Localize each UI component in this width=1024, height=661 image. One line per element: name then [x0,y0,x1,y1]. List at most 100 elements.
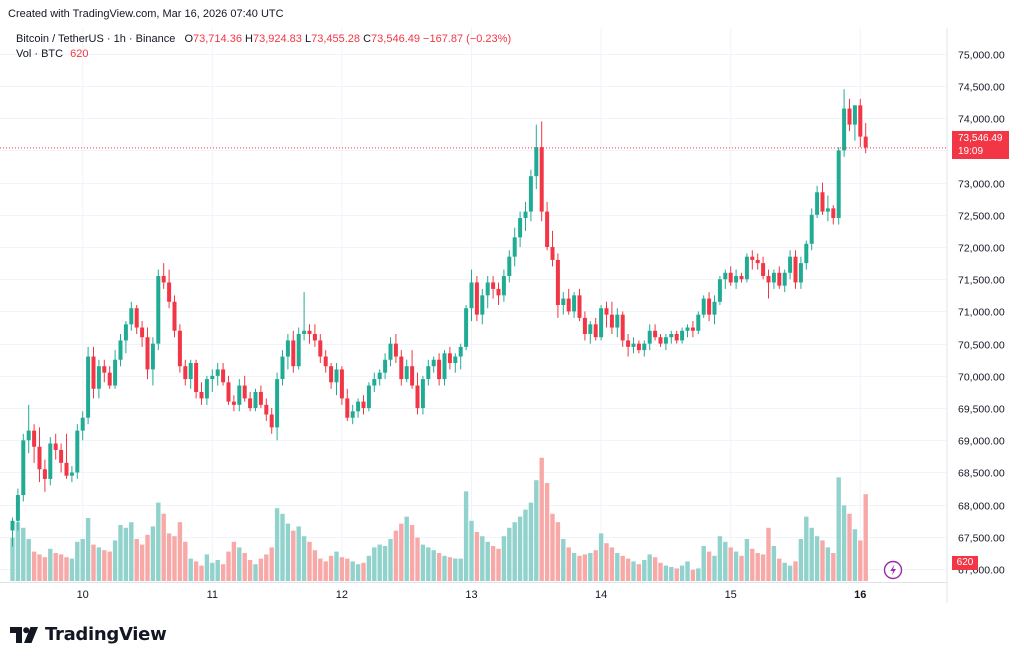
candle-body [129,308,134,325]
change-value: −167.87 (−0.23%) [423,33,512,45]
volume-bar [388,539,393,581]
candle-body [766,276,771,283]
candle-body [809,214,814,244]
candle-body [642,343,647,351]
candle-body [113,359,118,386]
candle-body [717,279,722,302]
price-tick-label: 75,000.00 [958,50,1005,62]
candle-body [485,282,490,296]
candle-body [474,282,479,315]
volume-bar [777,558,782,581]
volume-bar [609,547,615,581]
candle-body [53,443,58,450]
candle-body [528,176,533,212]
volume-bar [177,522,183,581]
volume-bar [199,565,204,581]
volume-bar [318,558,323,581]
volume-bar [771,546,777,581]
volume-bar [588,553,593,581]
volume-bar [42,557,48,581]
candle-body [307,330,312,334]
volume-bar [291,530,296,581]
candle-body [636,343,641,351]
volume-bar [690,569,696,581]
volume-bar [798,539,804,581]
replay-icon[interactable] [883,560,903,580]
candle-body [442,353,447,380]
candle-body [491,282,496,289]
volume-bar [847,513,852,581]
candle-body [739,276,744,280]
volume-bar [685,561,690,581]
candle-body [815,192,820,215]
candle-body [118,340,123,360]
volume-bar [453,558,458,581]
candle-body [507,256,512,277]
candle-body [728,272,733,283]
candle-body [669,333,674,338]
volume-bar [334,551,339,581]
candle-body [674,333,679,341]
price-tick-label: 71,000.00 [958,307,1005,319]
price-tick-label: 67,500.00 [958,533,1005,545]
candle-body [253,391,258,409]
candle-body [393,343,398,357]
candle-body [377,372,382,380]
candle-body [215,369,220,376]
candle-body [264,404,269,415]
volume-bar [237,547,242,581]
volume-bar [631,561,636,581]
volume-bar [825,547,831,581]
volume-bar [647,554,652,581]
candles [10,89,868,547]
volume-bar [615,553,620,581]
volume-bar [550,513,555,581]
volume-bar [706,551,712,581]
candle-body [194,362,199,392]
candle-body [793,256,798,283]
price-tick-label: 72,500.00 [958,211,1005,223]
candle-body [350,411,355,418]
candle-body [26,430,31,441]
candle-body [588,324,593,334]
volume-bar [31,551,37,581]
volume-bar [96,547,102,581]
volume-label[interactable]: Vol · BTC [16,48,64,60]
ohlc-legend: Bitcoin / TetherUS · 1h · Binance O73,71… [16,33,512,45]
volume-bar [442,555,447,581]
candle-body [167,282,172,302]
volume-bar [507,527,512,581]
volume-bar [107,551,112,581]
volume-bar [48,548,53,581]
created-with-text: Created with TradingView.com, Mar 16, 20… [8,8,284,20]
candle-body [788,256,793,273]
volume-bar [301,536,307,581]
time-tick-label: 12 [336,589,348,601]
candle-body [458,346,463,357]
volume-value: 620 [70,48,89,60]
volume-bar [102,550,107,581]
candle-body [707,298,712,315]
candle-body [275,379,280,428]
candle-body [847,108,852,125]
candle-body [199,391,204,399]
volume-bar [112,540,118,581]
tradingview-logo[interactable]: TradingView [10,624,167,645]
candle-body [685,327,690,331]
volume-bar [766,527,771,581]
volume-bar [188,558,193,581]
candle-body [782,272,787,286]
grid [0,28,947,582]
candle-body [21,440,26,496]
candle-body [302,330,307,334]
volume-bar [782,562,787,581]
candle-body [183,366,188,380]
volume-bar [409,525,415,581]
candle-body [620,314,625,341]
symbol-title[interactable]: Bitcoin / TetherUS · 1h · Binance [16,33,176,45]
candle-body [366,385,371,409]
volume-bar [372,547,377,581]
candle-body [539,147,544,212]
candle-body [188,362,193,380]
